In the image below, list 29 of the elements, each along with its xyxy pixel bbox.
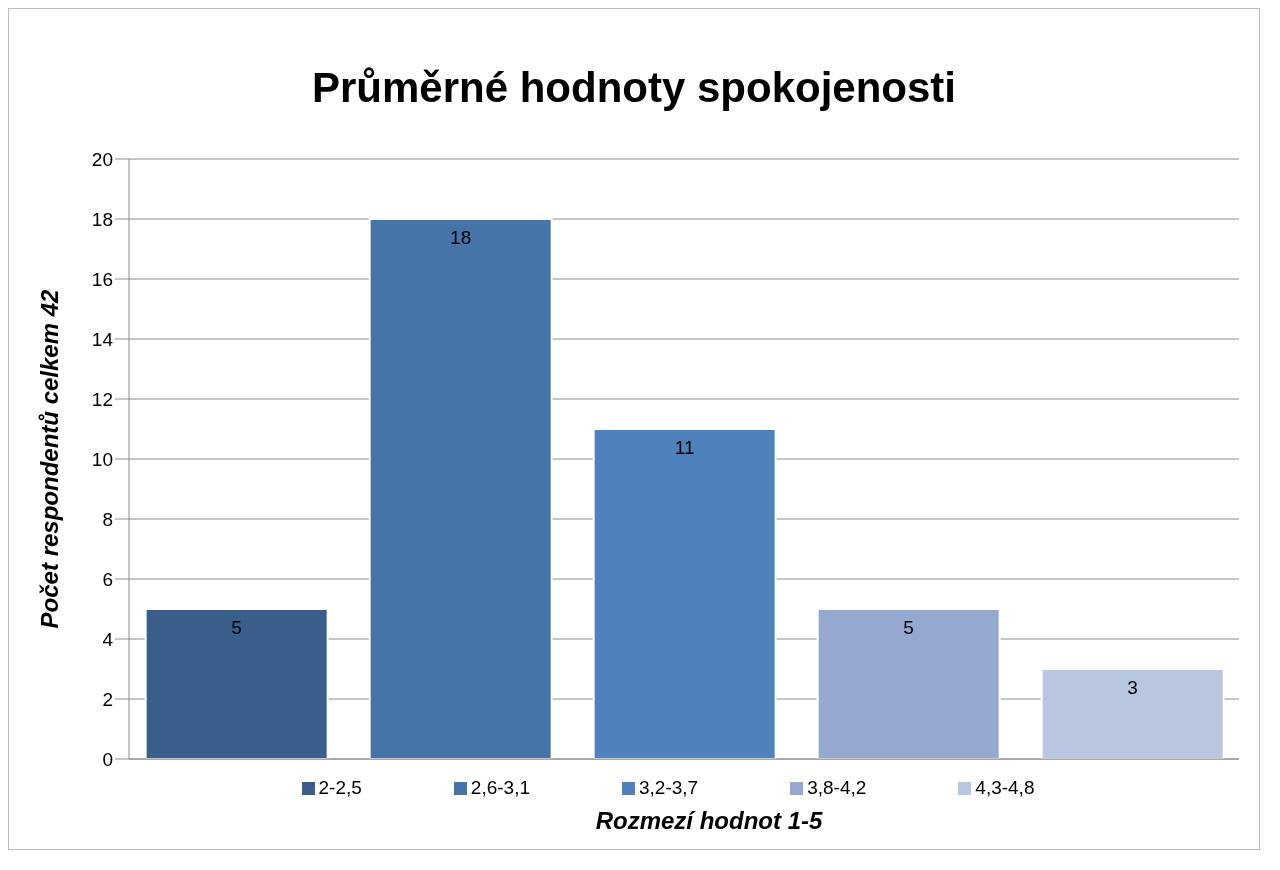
y-tick-label: 4: [102, 628, 114, 650]
legend-label: 3,2-3,7: [639, 777, 699, 798]
y-tick-label: 18: [91, 208, 113, 230]
bar: [368, 218, 553, 759]
y-tick-label: 16: [91, 268, 113, 290]
y-tick-label: 10: [91, 448, 113, 470]
y-tick-label: 8: [102, 508, 113, 530]
legend-label: 2,6-3,1: [470, 777, 530, 798]
chart-title: Průměrné hodnoty spokojenosti: [310, 64, 958, 113]
bar: [144, 608, 329, 759]
data-label: 5: [903, 617, 914, 639]
bar: [592, 428, 777, 759]
y-tick-label: 14: [91, 328, 114, 350]
y-axis-title: Počet respondentů celkem 42: [35, 288, 63, 629]
data-label: 3: [1127, 677, 1138, 699]
y-tick-label: 2: [102, 688, 113, 710]
x-axis-title: Rozmezí hodnot 1-5: [594, 807, 824, 835]
data-label: 11: [674, 437, 695, 459]
y-tick-label: 6: [102, 568, 113, 590]
legend-label: 3,8-4,2: [807, 777, 867, 798]
bar: [816, 608, 1001, 759]
y-tick-label: 12: [91, 388, 113, 410]
y-tick-label: 0: [102, 748, 113, 770]
y-tick-label: 20: [91, 148, 113, 170]
bar: [1040, 668, 1225, 759]
legend-label: 4,3-4,8: [975, 777, 1035, 798]
legend-label: 2-2,5: [318, 777, 362, 798]
data-label: 5: [231, 617, 242, 639]
data-label: 18: [450, 227, 472, 249]
